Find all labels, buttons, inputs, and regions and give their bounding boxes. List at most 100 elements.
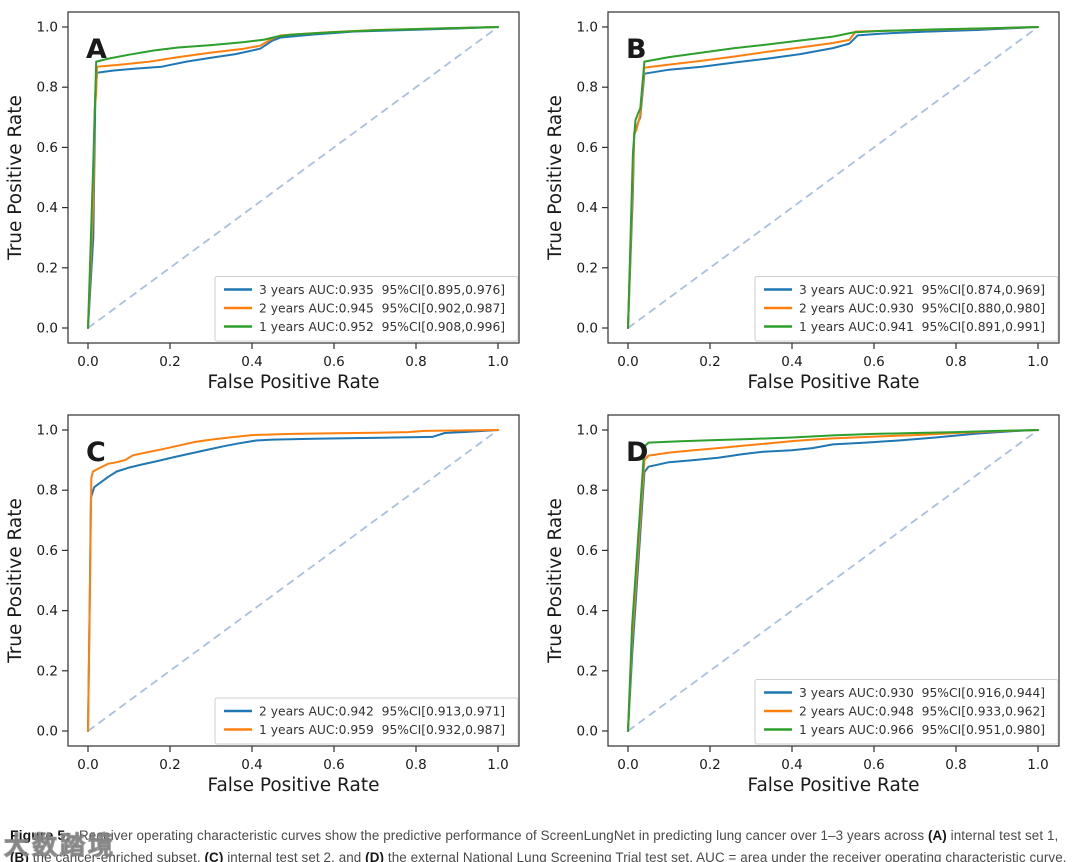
legend-entry: 1 years AUC:0.952 95%CI[0.908,0.996]	[259, 320, 505, 334]
svg-text:1.0: 1.0	[487, 757, 508, 773]
legend: 2 years AUC:0.942 95%CI[0.913,0.971] 1 ye…	[214, 697, 519, 745]
svg-text:0.6: 0.6	[863, 354, 884, 370]
svg-text:0.2: 0.2	[577, 260, 598, 276]
caption-text-segment: internal test set 1,	[946, 828, 1059, 844]
legend-entry: 1 years AUC:0.966 95%CI[0.951,0.980]	[799, 723, 1045, 737]
caption-panel-ref: (B)	[10, 849, 29, 862]
svg-text:0.8: 0.8	[405, 757, 426, 773]
x-axis: 0.0 0.2 0.4 0.6 0.8 1.0	[617, 746, 1049, 773]
svg-text:0.8: 0.8	[945, 757, 966, 773]
legend-entry: 2 years AUC:0.948 95%CI[0.933,0.962]	[799, 704, 1045, 718]
y-axis-label: True Positive Rate	[5, 498, 26, 664]
chance-diagonal	[87, 26, 499, 329]
legend-entry: 3 years AUC:0.921 95%CI[0.874,0.969]	[799, 283, 1045, 297]
svg-text:1.0: 1.0	[487, 354, 508, 370]
x-axis-label: False Positive Rate	[208, 775, 380, 796]
legend-entry: 1 years AUC:0.959 95%CI[0.932,0.987]	[259, 723, 505, 737]
svg-text:0.8: 0.8	[37, 483, 58, 499]
x-axis-label: False Positive Rate	[208, 372, 380, 393]
roc-curve-3-years	[627, 429, 1039, 732]
chance-diagonal	[87, 429, 499, 732]
svg-text:0.8: 0.8	[37, 80, 58, 96]
svg-text:0.2: 0.2	[159, 757, 180, 773]
chance-diagonal	[627, 26, 1039, 329]
svg-text:1.0: 1.0	[37, 423, 58, 439]
y-axis-label: True Positive Rate	[545, 498, 566, 664]
svg-text:0.6: 0.6	[323, 354, 344, 370]
legend: 3 years AUC:0.935 95%CI[0.895,0.976] 2 ye…	[214, 276, 519, 342]
caption-panel-ref: (A)	[927, 828, 947, 844]
roc-curve-2-years	[87, 429, 499, 732]
roc-chart-a: 0.0 0.2 0.4 0.6 0.8 1.0 0.0 0.2 0.4 0.6 0.8 1.0 Fals…	[5, 11, 520, 393]
svg-text:0.6: 0.6	[863, 757, 884, 773]
y-axis: 0.0 0.2 0.4 0.6 0.8 1.0	[37, 20, 68, 337]
legend: 3 years AUC:0.930 95%CI[0.916,0.944] 2 ye…	[754, 679, 1059, 745]
legend-entry: 3 years AUC:0.930 95%CI[0.916,0.944]	[799, 686, 1045, 700]
panel-letter: C	[86, 437, 106, 468]
y-axis: 0.0 0.2 0.4 0.6 0.8 1.0	[577, 423, 608, 740]
roc-chart-c: 0.0 0.2 0.4 0.6 0.8 1.0 0.0 0.2 0.4 0.6 0.8 1.0 Fals…	[5, 414, 520, 796]
roc-curve-1-years	[87, 429, 499, 732]
roc-chart-d: 0.0 0.2 0.4 0.6 0.8 1.0 0.0 0.2 0.4 0.6 0.8 1.0 Fals…	[545, 414, 1060, 796]
svg-text:0.0: 0.0	[77, 757, 98, 773]
x-axis: 0.0 0.2 0.4 0.6 0.8 1.0	[77, 343, 509, 370]
caption-text-segment: the cancer-enriched subset,	[28, 849, 205, 862]
figure-caption-label: Figure 5:	[10, 827, 71, 844]
roc-curve-1-years	[87, 26, 499, 329]
svg-text:0.4: 0.4	[781, 354, 802, 370]
svg-text:1.0: 1.0	[1027, 354, 1048, 370]
svg-text:0.0: 0.0	[37, 321, 58, 337]
y-axis-label: True Positive Rate	[545, 95, 566, 261]
svg-text:1.0: 1.0	[577, 423, 598, 439]
svg-text:0.4: 0.4	[577, 200, 598, 216]
svg-text:0.4: 0.4	[241, 757, 262, 773]
axes-box	[607, 414, 1060, 747]
svg-text:0.4: 0.4	[241, 354, 262, 370]
panel-letter: A	[86, 34, 107, 65]
panel-letter: B	[626, 34, 647, 65]
roc-curve-2-years	[627, 429, 1039, 732]
figure-caption: Figure 5: Receiver operating characterist…	[0, 819, 1080, 862]
svg-text:0.8: 0.8	[945, 354, 966, 370]
caption-text-segment: the external National Lung Screening Tri…	[384, 849, 1067, 862]
x-axis-label: False Positive Rate	[748, 775, 920, 796]
axes-box	[67, 414, 520, 747]
legend: 3 years AUC:0.921 95%CI[0.874,0.969] 2 ye…	[754, 276, 1059, 342]
caption-panel-ref: (D)	[365, 849, 385, 862]
svg-text:1.0: 1.0	[577, 20, 598, 36]
legend-entry: 3 years AUC:0.935 95%CI[0.895,0.976]	[259, 283, 505, 297]
svg-text:0.8: 0.8	[577, 80, 598, 96]
y-axis-label: True Positive Rate	[5, 95, 26, 261]
panel-c: 0.0 0.2 0.4 0.6 0.8 1.0 0.0 0.2 0.4 0.6 0.8 1.0 Fals…	[0, 403, 540, 806]
svg-text:0.4: 0.4	[37, 603, 58, 619]
axes-box	[67, 11, 520, 344]
legend-entry: 2 years AUC:0.930 95%CI[0.880,0.980]	[799, 301, 1045, 315]
x-axis-label: False Positive Rate	[748, 372, 920, 393]
chance-diagonal	[627, 429, 1039, 732]
svg-text:0.6: 0.6	[577, 140, 598, 156]
svg-text:0.2: 0.2	[577, 663, 598, 679]
panel-b: 0.0 0.2 0.4 0.6 0.8 1.0 0.0 0.2 0.4 0.6 0.8 1.0 Fals…	[540, 0, 1080, 403]
x-axis: 0.0 0.2 0.4 0.6 0.8 1.0	[77, 746, 509, 773]
svg-text:1.0: 1.0	[37, 20, 58, 36]
roc-curve-1-years	[627, 429, 1039, 732]
svg-text:0.4: 0.4	[781, 757, 802, 773]
svg-text:0.0: 0.0	[617, 354, 638, 370]
svg-text:0.4: 0.4	[37, 200, 58, 216]
panel-d: 0.0 0.2 0.4 0.6 0.8 1.0 0.0 0.2 0.4 0.6 0.8 1.0 Fals…	[540, 403, 1080, 806]
svg-text:0.6: 0.6	[577, 543, 598, 559]
svg-text:0.0: 0.0	[37, 724, 58, 740]
y-axis: 0.0 0.2 0.4 0.6 0.8 1.0	[577, 20, 608, 337]
legend-entry: 1 years AUC:0.941 95%CI[0.891,0.991]	[799, 320, 1045, 334]
svg-text:0.2: 0.2	[37, 260, 58, 276]
svg-text:0.8: 0.8	[405, 354, 426, 370]
svg-text:0.0: 0.0	[617, 757, 638, 773]
svg-text:0.4: 0.4	[577, 603, 598, 619]
svg-text:0.0: 0.0	[77, 354, 98, 370]
svg-text:0.2: 0.2	[159, 354, 180, 370]
svg-text:0.2: 0.2	[37, 663, 58, 679]
svg-text:0.0: 0.0	[577, 724, 598, 740]
svg-text:0.6: 0.6	[323, 757, 344, 773]
svg-text:1.0: 1.0	[1027, 757, 1048, 773]
